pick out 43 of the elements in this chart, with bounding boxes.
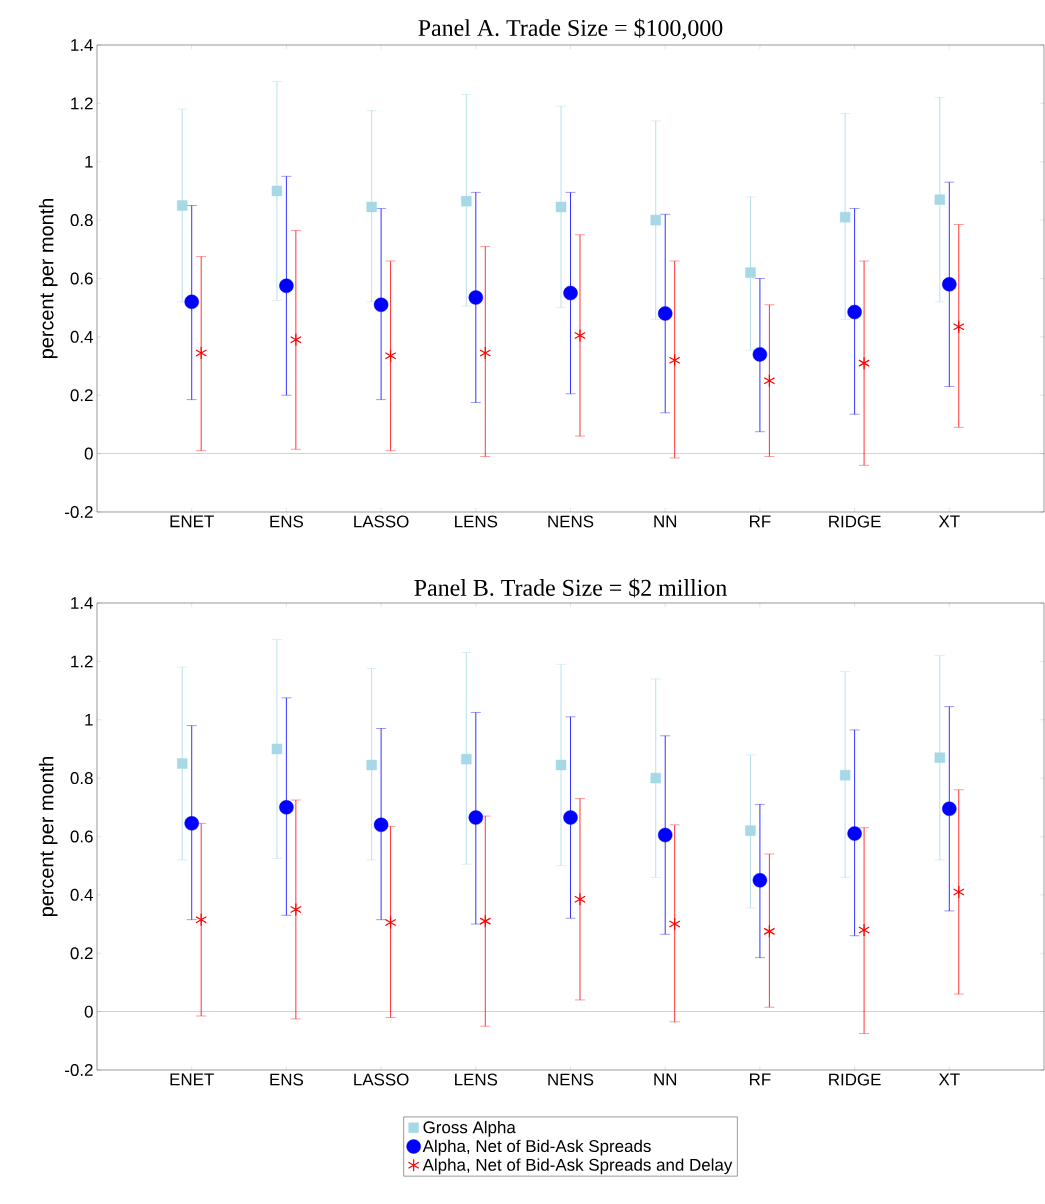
y-tick-label: 0.6 [70, 830, 93, 843]
chart-title: Panel A. Trade Size = $100,000 [418, 18, 723, 40]
y-tick-label: 1 [85, 713, 93, 726]
y-tick-label: 1 [85, 155, 93, 168]
x-tick-label: ENET [170, 1073, 214, 1086]
y-tick-label: 1.4 [71, 39, 93, 51]
x-tick-label: LASSO [354, 515, 409, 528]
chart-title: Panel B. Trade Size = $2 million [414, 578, 727, 598]
y-tick-label: 0.8 [70, 214, 93, 227]
y-tick-label: 0 [84, 1005, 93, 1018]
x-tick-label: LENS [455, 515, 498, 528]
y-axis-title: percent per month [38, 756, 58, 917]
y-tick-label: 0.6 [70, 272, 93, 285]
y-tick-label: 0.8 [70, 772, 93, 785]
x-tick-label: NENS [548, 1073, 594, 1086]
y-tick-label: 1.2 [71, 655, 93, 668]
y-tick-label: 0.4 [70, 330, 93, 343]
x-tick-label: ENET [170, 515, 214, 528]
x-tick-label: RIDGE [829, 1073, 881, 1086]
x-tick-label: LENS [455, 1073, 498, 1086]
x-tick-label: LASSO [354, 1073, 409, 1086]
y-tick-label: 1.4 [71, 597, 93, 609]
y-tick-label: 0.2 [70, 389, 93, 402]
x-tick-label: NENS [548, 515, 594, 528]
x-tick-label: XT [938, 515, 960, 528]
x-tick-label: NN [654, 515, 677, 528]
x-tick-label: XT [938, 1073, 960, 1086]
y-tick-label: 0.4 [70, 888, 93, 901]
y-tick-label: -0.2 [65, 1064, 93, 1076]
x-tick-label: ENS [270, 1073, 304, 1086]
legend-label: Gross Alpha [423, 1120, 516, 1137]
y-tick-label: 0 [84, 447, 93, 460]
y-tick-label: 0.2 [70, 947, 93, 960]
x-tick-label: ENS [270, 515, 304, 528]
y-tick-label: -0.2 [65, 505, 93, 518]
x-tick-label: RIDGE [829, 515, 881, 528]
legend-label: Alpha, Net of Bid-Ask Spreads [422, 1139, 651, 1156]
x-tick-label: RF [750, 515, 771, 528]
x-tick-label: NN [654, 1073, 677, 1086]
legend-label: Alpha, Net of Bid-Ask Spreads and Delay [422, 1158, 733, 1175]
x-tick-label: RF [750, 1073, 771, 1086]
y-axis-title: percent per month [38, 198, 58, 359]
y-tick-label: 1.2 [71, 97, 93, 110]
